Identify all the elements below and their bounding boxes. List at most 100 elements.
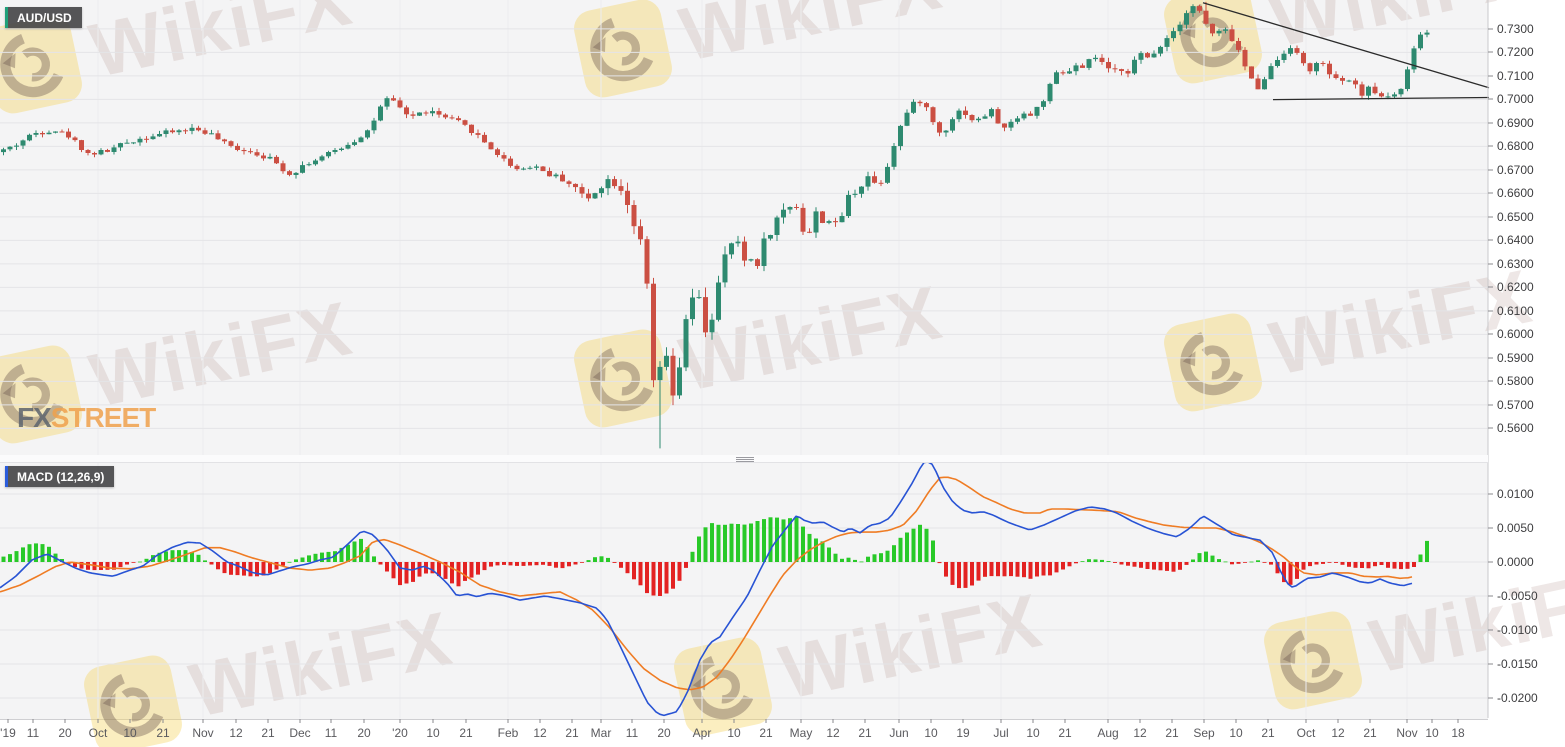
time-tick-label[interactable]: 11 [26,726,40,740]
divider-grip-icon[interactable] [736,456,754,462]
macd-histogram-bar [833,553,838,562]
price-tick-label[interactable]: 0.6400 [1497,233,1534,247]
time-tick-label[interactable]: 12 [1331,726,1345,740]
price-tick-label[interactable]: 0.7200 [1497,45,1534,59]
time-tick-label[interactable]: Feb [497,726,519,740]
time-tick-label[interactable]: Nov [192,726,214,740]
macd-histogram-bar [229,562,233,575]
candle-body [72,137,78,141]
time-tick-label[interactable]: 21 [759,726,773,740]
macd-tick-label[interactable]: -0.0100 [1497,623,1538,637]
time-tick-label[interactable]: Sep [1193,726,1215,740]
time-tick-label[interactable]: '19 [0,726,16,740]
price-tick-label[interactable]: 0.6000 [1497,327,1534,341]
time-tick-label[interactable]: Oct [88,726,108,740]
candle-body [872,176,877,183]
price-tick-label[interactable]: 0.6600 [1497,186,1534,200]
macd-histogram-bar [417,562,422,577]
time-tick-label[interactable]: 10 [123,726,137,740]
price-tick-label[interactable]: 0.5600 [1497,421,1534,435]
panel-divider[interactable] [0,455,1488,463]
time-tick-label[interactable]: '20 [392,726,408,740]
time-tick-label[interactable]: Jun [889,726,909,740]
time-tick-label[interactable]: Dec [289,726,311,740]
price-tick-label[interactable]: 0.7100 [1497,69,1534,83]
macd-histogram-bar [1074,562,1078,564]
price-tick-label[interactable]: 0.6100 [1497,304,1534,318]
time-tick-label[interactable]: 21 [1363,726,1377,740]
time-tick-label[interactable]: 11 [625,726,639,740]
candle-body [1255,78,1261,90]
candle-body [1002,123,1007,128]
time-tick-label[interactable]: 20 [657,726,671,740]
time-tick-label[interactable]: 10 [924,726,938,740]
time-tick-label[interactable]: May [789,726,813,740]
candle-body [365,130,370,138]
time-tick-label[interactable]: 11 [324,726,338,740]
price-tick-label[interactable]: 0.6500 [1497,210,1534,224]
time-tick-label[interactable]: 21 [156,726,170,740]
candle-body [1236,41,1241,50]
time-tick-label[interactable]: 20 [58,726,72,740]
time-tick-label[interactable]: 20 [357,726,371,740]
macd-histogram-bar [879,553,883,562]
time-tick-label[interactable]: 10 [1026,726,1040,740]
time-tick-label[interactable]: 10 [1425,726,1439,740]
macd-tick-label[interactable]: 0.0000 [1497,555,1534,569]
time-tick-label[interactable]: 12 [533,726,547,740]
trendlines[interactable] [1202,2,1490,101]
macd-histogram-bar [534,562,539,566]
time-tick-label[interactable]: 12 [826,726,840,740]
macd-tick-label[interactable]: -0.0200 [1497,691,1538,705]
price-tick-label[interactable]: 0.7300 [1497,22,1534,36]
macd-histogram-bar [1223,561,1228,563]
time-tick-label[interactable]: 10 [426,726,440,740]
time-tick-label[interactable]: Oct [1296,726,1316,740]
time-tick-label[interactable]: Aug [1097,726,1119,740]
macd-histogram-bar [469,562,474,578]
candle-body [826,221,832,223]
price-tick-label[interactable]: 0.7000 [1497,92,1534,106]
time-tick-label[interactable]: 21 [1058,726,1072,740]
macd-histogram-bar [274,562,279,570]
price-tick-label[interactable]: 0.6300 [1497,257,1534,271]
time-tick-label[interactable]: 21 [261,726,275,740]
time-tick-label[interactable]: 21 [459,726,473,740]
candle-body [306,164,312,166]
macd-histogram-bar [729,523,734,562]
price-tick-label[interactable]: 0.5700 [1497,398,1534,412]
macd-tick-label[interactable]: 0.0100 [1497,487,1534,501]
time-tick-label[interactable]: 12 [1133,726,1147,740]
macd-histogram-bar [1262,562,1267,563]
price-tick-label[interactable]: 0.6700 [1497,163,1534,177]
time-tick-label[interactable]: Mar [590,726,612,740]
time-tick-label[interactable]: 21 [1261,726,1275,740]
macd-histogram-bar [326,551,331,562]
price-tick-label[interactable]: 0.5800 [1497,374,1534,388]
macd-tick-label[interactable]: -0.0150 [1497,657,1538,671]
time-tick-label[interactable]: 10 [727,726,741,740]
candle-body [1158,46,1163,54]
macd-histogram-bar [1197,553,1202,562]
macd-tick-label[interactable]: 0.0050 [1497,521,1534,535]
time-tick-label[interactable]: Jul [993,726,1009,740]
macd-histogram-bar [476,562,480,575]
price-tick-label[interactable]: 0.5900 [1497,351,1534,365]
time-tick-label[interactable]: 19 [956,726,970,740]
price-tick-label[interactable]: 0.6200 [1497,280,1534,294]
price-tick-label[interactable]: 0.6800 [1497,139,1534,153]
candle-body [1034,106,1040,116]
price-tick-label[interactable]: 0.6900 [1497,116,1534,130]
time-tick-label[interactable]: 12 [229,726,243,740]
time-tick-label[interactable]: 21 [565,726,579,740]
time-tick-label[interactable]: Nov [1396,726,1418,740]
macd-panel[interactable] [0,462,1488,720]
macd-histogram-bar [209,562,214,565]
time-tick-label[interactable]: 21 [1165,726,1179,740]
time-tick-label[interactable]: Apr [692,726,712,740]
time-tick-label[interactable]: 21 [858,726,872,740]
macd-tick-label[interactable]: -0.0050 [1497,589,1538,603]
time-tick-label[interactable]: 10 [1229,726,1243,740]
time-tick-label[interactable]: 18 [1451,726,1465,740]
